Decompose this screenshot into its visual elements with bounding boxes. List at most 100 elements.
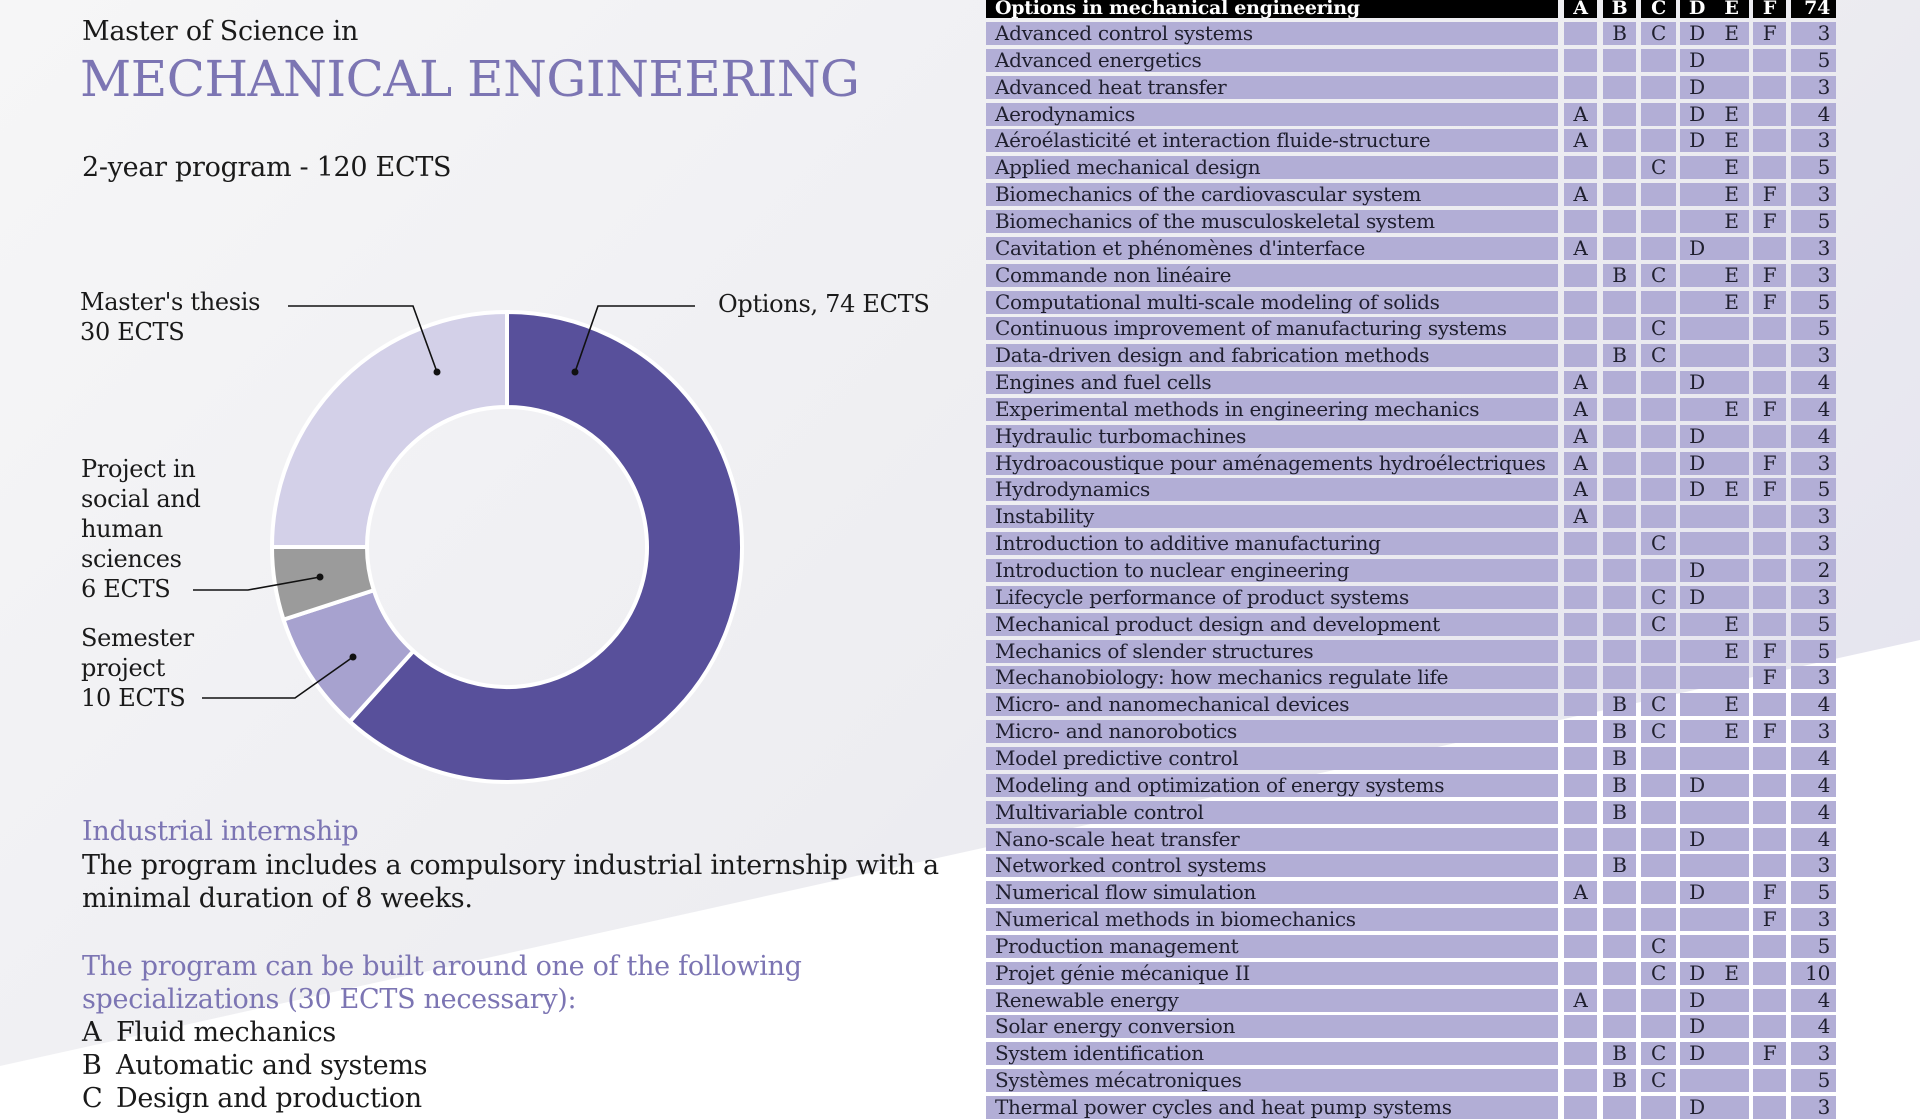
course-ects: 3 xyxy=(1791,908,1836,932)
table-row: Hydrodynamics A D E F 5 xyxy=(986,478,1836,502)
specialization-cell-a: A xyxy=(1564,451,1597,475)
course-ects: 3 xyxy=(1791,75,1836,99)
specialization-cell-b xyxy=(1603,1015,1636,1039)
specialization-cell-e: E xyxy=(1714,102,1749,126)
label-options: Options, 74 ECTS xyxy=(718,289,930,319)
specialization-cell-f: F xyxy=(1753,183,1786,207)
specialization-cell-f xyxy=(1753,773,1786,797)
specialization-cell-e: E xyxy=(1714,129,1749,153)
label-semester-project: Semester project 10 ECTS xyxy=(81,623,194,713)
specialization-cell-a xyxy=(1564,854,1597,878)
specialization-cell-e: E xyxy=(1714,397,1749,421)
specialization-cell-d xyxy=(1680,746,1714,770)
specialization-cell-b xyxy=(1603,48,1636,72)
table-row: Biomechanics of the cardiovascular syste… xyxy=(986,183,1836,207)
specialization-cell-d xyxy=(1680,344,1714,368)
specialization-cell-d: D xyxy=(1680,773,1714,797)
table-header-col-f: F xyxy=(1753,0,1786,18)
course-name: Aerodynamics xyxy=(986,102,1558,126)
specialization-cell-c: C xyxy=(1641,720,1676,744)
specialization-key: C xyxy=(82,1083,103,1114)
specialization-cell-e: E xyxy=(1714,183,1749,207)
specialization-cell-d xyxy=(1680,156,1714,180)
table-row: Computational multi-scale modeling of so… xyxy=(986,290,1836,314)
table-row: Solar energy conversion D 4 xyxy=(986,1015,1836,1039)
specialization-cell-b: B xyxy=(1603,773,1636,797)
course-name: Experimental methods in engineering mech… xyxy=(986,397,1558,421)
course-ects: 3 xyxy=(1791,1042,1836,1066)
specialization-cell-e xyxy=(1714,451,1749,475)
course-name: Introduction to additive manufacturing xyxy=(986,532,1558,556)
specialization-label: Automatic and systems xyxy=(116,1050,428,1081)
table-row: Advanced heat transfer D 3 xyxy=(986,75,1836,99)
specialization-cell-f: F xyxy=(1753,397,1786,421)
course-ects: 3 xyxy=(1791,532,1836,556)
specialization-cell-b: B xyxy=(1603,1069,1636,1093)
specialization-cell-b xyxy=(1603,156,1636,180)
specialization-cell-e xyxy=(1714,1042,1749,1066)
specialization-cell-d: D xyxy=(1680,48,1714,72)
specialization-cell-d xyxy=(1680,908,1714,932)
leader-line-social-human-sciences xyxy=(193,576,321,591)
specialization-cell-d: D xyxy=(1680,1096,1714,1119)
specialization-cell-f: F xyxy=(1753,209,1786,233)
specialization-cell-d xyxy=(1680,397,1714,421)
course-ects: 4 xyxy=(1791,827,1836,851)
table-row: Multivariable control B 4 xyxy=(986,800,1836,824)
specialization-cell-e: E xyxy=(1714,22,1749,45)
table-row: Introduction to nuclear engineering D 2 xyxy=(986,559,1836,582)
specialization-cell-e xyxy=(1714,585,1749,609)
specialization-cell-e xyxy=(1714,827,1749,851)
specialization-cell-b: B xyxy=(1603,1042,1636,1066)
table-row: Micro- and nanorobotics B C E F 3 xyxy=(986,720,1836,744)
course-ects: 5 xyxy=(1791,156,1836,180)
course-name: Advanced control systems xyxy=(986,22,1558,45)
course-ects: 5 xyxy=(1791,48,1836,72)
specialization-cell-b: B xyxy=(1603,263,1636,287)
specialization-cell-d xyxy=(1680,183,1714,207)
specialization-cell-c: C xyxy=(1641,693,1676,717)
specialization-label: Fluid mechanics xyxy=(116,1017,336,1048)
specialization-cell-a: A xyxy=(1564,424,1597,448)
table-row: Data-driven design and fabrication metho… xyxy=(986,344,1836,368)
course-name: Engines and fuel cells xyxy=(986,371,1558,395)
specialization-cell-c xyxy=(1641,827,1676,851)
specialization-cell-a xyxy=(1564,532,1597,556)
course-ects: 5 xyxy=(1791,317,1836,341)
course-ects: 3 xyxy=(1791,451,1836,475)
internship-text: The program includes a compulsory indust… xyxy=(82,850,939,914)
specialization-cell-d: D xyxy=(1680,371,1714,395)
specialization-cell-b: B xyxy=(1603,720,1636,744)
table-row: Lifecycle performance of product systems… xyxy=(986,585,1836,609)
specialization-cell-f: F xyxy=(1753,908,1786,932)
specialization-cell-a: A xyxy=(1564,183,1597,207)
degree-subtitle: Master of Science in xyxy=(82,16,359,47)
course-ects: 3 xyxy=(1791,585,1836,609)
specialization-cell-f: F xyxy=(1753,881,1786,905)
chart-label-line: human xyxy=(81,515,163,543)
course-name: Micro- and nanorobotics xyxy=(986,720,1558,744)
course-name: Instability xyxy=(986,505,1558,529)
course-ects: 5 xyxy=(1791,209,1836,233)
specialization-cell-d xyxy=(1680,854,1714,878)
specialization-cell-d: D xyxy=(1680,559,1714,582)
course-name: Hydraulic turbomachines xyxy=(986,424,1558,448)
table-row: Advanced energetics D 5 xyxy=(986,48,1836,72)
specialization-cell-e xyxy=(1714,344,1749,368)
course-ects: 5 xyxy=(1791,639,1836,663)
specialization-cell-f: F xyxy=(1753,263,1786,287)
specialization-cell-c xyxy=(1641,102,1676,126)
table-row: Mechanobiology: how mechanics regulate l… xyxy=(986,666,1836,690)
table-row: Numerical methods in biomechanics F 3 xyxy=(986,908,1836,932)
specialization-cell-f xyxy=(1753,934,1786,958)
specialization-cell-b xyxy=(1603,559,1636,582)
specialization-cell-e xyxy=(1714,505,1749,529)
specialization-cell-f: F xyxy=(1753,639,1786,663)
course-name: Production management xyxy=(986,934,1558,958)
specialization-cell-d xyxy=(1680,612,1714,636)
course-ects: 4 xyxy=(1791,746,1836,770)
specialization-cell-c xyxy=(1641,75,1676,99)
specialization-cell-f xyxy=(1753,75,1786,99)
specialization-cell-c xyxy=(1641,478,1676,502)
specialization-cell-d xyxy=(1680,639,1714,663)
